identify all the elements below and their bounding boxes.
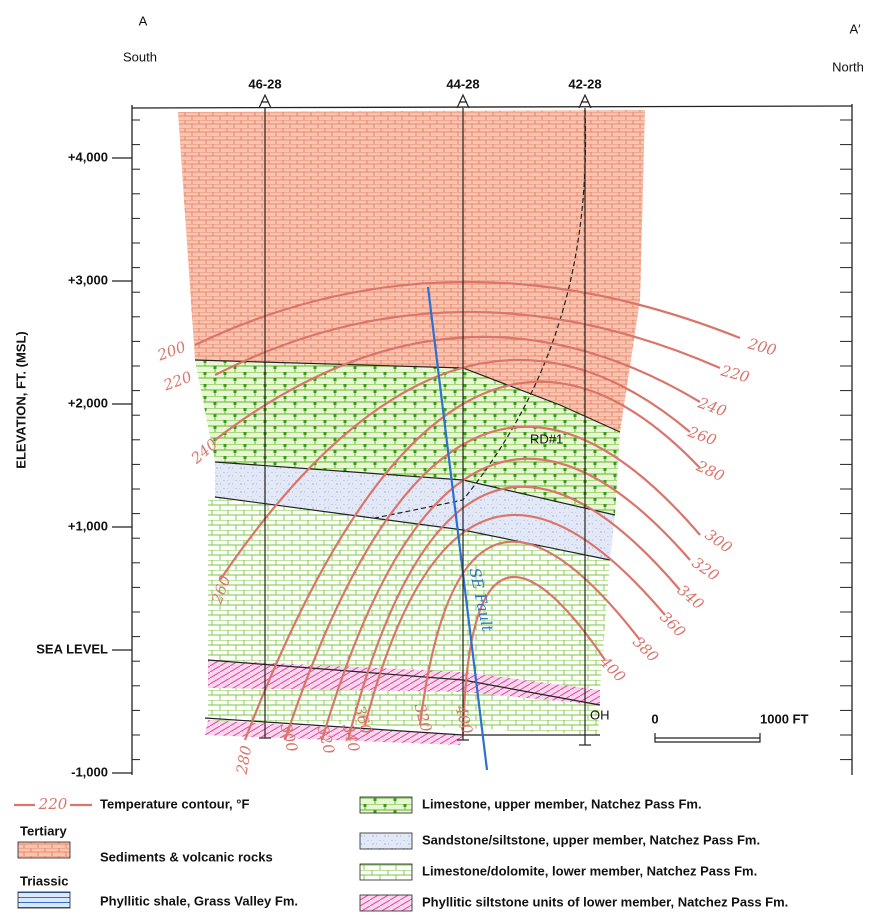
contour — [283, 425, 701, 741]
contour-label: 280 — [693, 456, 728, 485]
ground-surface — [131, 105, 853, 109]
limestone-lower — [208, 497, 610, 690]
limestone-upper — [195, 360, 620, 515]
direction: South — [123, 49, 157, 64]
contact — [194, 359, 621, 433]
scale-label: 0 — [651, 711, 658, 726]
legend-heading: Tertiary — [20, 823, 67, 838]
legend-heading: Triassic — [20, 873, 68, 888]
contour-label: 220 — [160, 368, 194, 395]
contour-label: 340 — [674, 581, 708, 613]
well-label: 42-28 — [568, 76, 601, 91]
direction: North — [832, 59, 864, 74]
axis-title: ELEVATION, FT. (MSL) — [13, 331, 28, 468]
contour-label: 320 — [689, 554, 723, 585]
contour — [461, 576, 606, 736]
tick-label: SEA LEVEL — [36, 641, 108, 656]
contour — [194, 280, 741, 346]
legend-text: Limestone, upper member, Natchez Pass Fm… — [422, 796, 702, 811]
well-label: 44-28 — [446, 76, 479, 91]
contour-label: 300 — [702, 526, 736, 557]
well-label: OH — [590, 707, 610, 722]
legend-text: Limestone/dolomite, lower member, Natche… — [422, 863, 757, 878]
legend-text: Sandstone/siltstone, upper member, Natch… — [422, 832, 760, 847]
legend-text: Phyllitic shale, Grass Valley Fm. — [100, 893, 298, 908]
well-symbol — [578, 93, 592, 109]
tick-label: +2,000 — [68, 395, 108, 410]
contour — [418, 540, 641, 726]
limestone-lower — [208, 688, 600, 735]
well-label: RD#1 — [530, 431, 563, 446]
contour-label: 280 — [232, 744, 255, 777]
contour — [219, 359, 691, 581]
siltstone-band — [205, 720, 463, 745]
contour-label: 200 — [745, 334, 779, 359]
legend-symbol: 220 — [38, 795, 68, 813]
contour — [346, 485, 681, 741]
contour-label: 260 — [685, 422, 719, 449]
contour — [243, 380, 701, 741]
tertiary-unit — [178, 110, 645, 432]
sandstone-upper — [215, 462, 615, 560]
tick-label: +3,000 — [68, 272, 108, 287]
contour-label: 200 — [154, 338, 188, 365]
contour-label: 240 — [695, 393, 729, 420]
legend-text: Temperature contour, °F — [100, 796, 249, 811]
section-label: A′ — [849, 21, 861, 36]
contour-label: 220 — [718, 361, 752, 386]
legend-text: Sediments & volcanic rocks — [100, 849, 273, 864]
legend-swatches — [14, 796, 413, 912]
contour — [214, 310, 721, 376]
contour — [320, 457, 691, 741]
well-symbol — [456, 93, 470, 109]
section-label: A — [139, 13, 148, 28]
legend-text: Phyllitic siltstone units of lower membe… — [422, 894, 788, 909]
scale-label: 1000 FT — [760, 711, 808, 726]
units — [178, 110, 645, 745]
scale-bar — [654, 733, 761, 743]
wells — [258, 93, 592, 746]
well-symbol — [258, 93, 272, 109]
contours — [194, 280, 741, 741]
fault — [426, 286, 489, 771]
contour-label: 360 — [656, 608, 689, 641]
tick-label: +1,000 — [68, 518, 108, 533]
tick-label: +4,000 — [68, 149, 108, 164]
tick-label: -1,000 — [71, 764, 108, 779]
contour — [214, 335, 701, 441]
contour-label: 380 — [629, 633, 662, 666]
contour — [363, 513, 666, 726]
siltstone-band — [208, 660, 600, 705]
well-label: 46-28 — [248, 76, 281, 91]
